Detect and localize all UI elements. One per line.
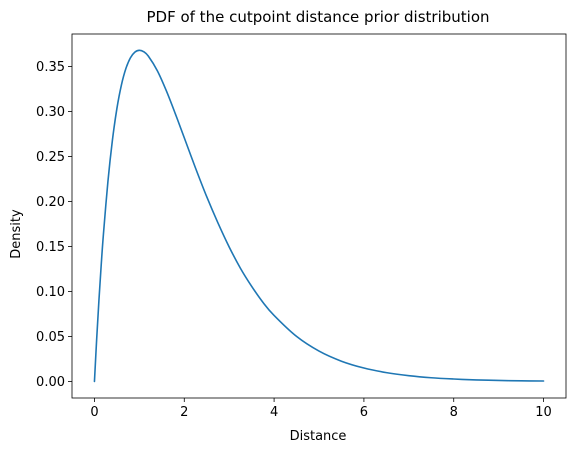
plot-frame xyxy=(71,33,567,399)
x-tick-label: 0 xyxy=(90,405,98,420)
y-tick-label: 0.05 xyxy=(36,330,65,345)
y-tick-label: 0.35 xyxy=(36,60,65,75)
y-tick-label: 0.15 xyxy=(36,240,65,255)
x-tick-label: 10 xyxy=(535,405,552,420)
x-axis-label: Distance xyxy=(290,429,347,444)
x-axis: 0 2 4 6 8 10 xyxy=(90,398,552,420)
y-axis-label: Density xyxy=(9,209,24,259)
y-tick-label: 0.00 xyxy=(36,375,65,390)
x-tick-label: 2 xyxy=(180,405,188,420)
x-tick-label: 4 xyxy=(270,405,278,420)
y-tick-label: 0.10 xyxy=(36,285,65,300)
y-tick-label: 0.30 xyxy=(36,105,65,120)
y-tick-label: 0.25 xyxy=(36,150,65,165)
y-tick-label: 0.20 xyxy=(36,195,65,210)
x-tick-label: 8 xyxy=(450,405,458,420)
chart-title: PDF of the cutpoint distance prior distr… xyxy=(146,8,489,26)
x-tick-label: 6 xyxy=(360,405,368,420)
y-axis: 0.00 0.05 0.10 0.15 0.20 0.25 0.30 0.35 xyxy=(36,60,72,390)
series-line-pdf xyxy=(93,49,545,383)
